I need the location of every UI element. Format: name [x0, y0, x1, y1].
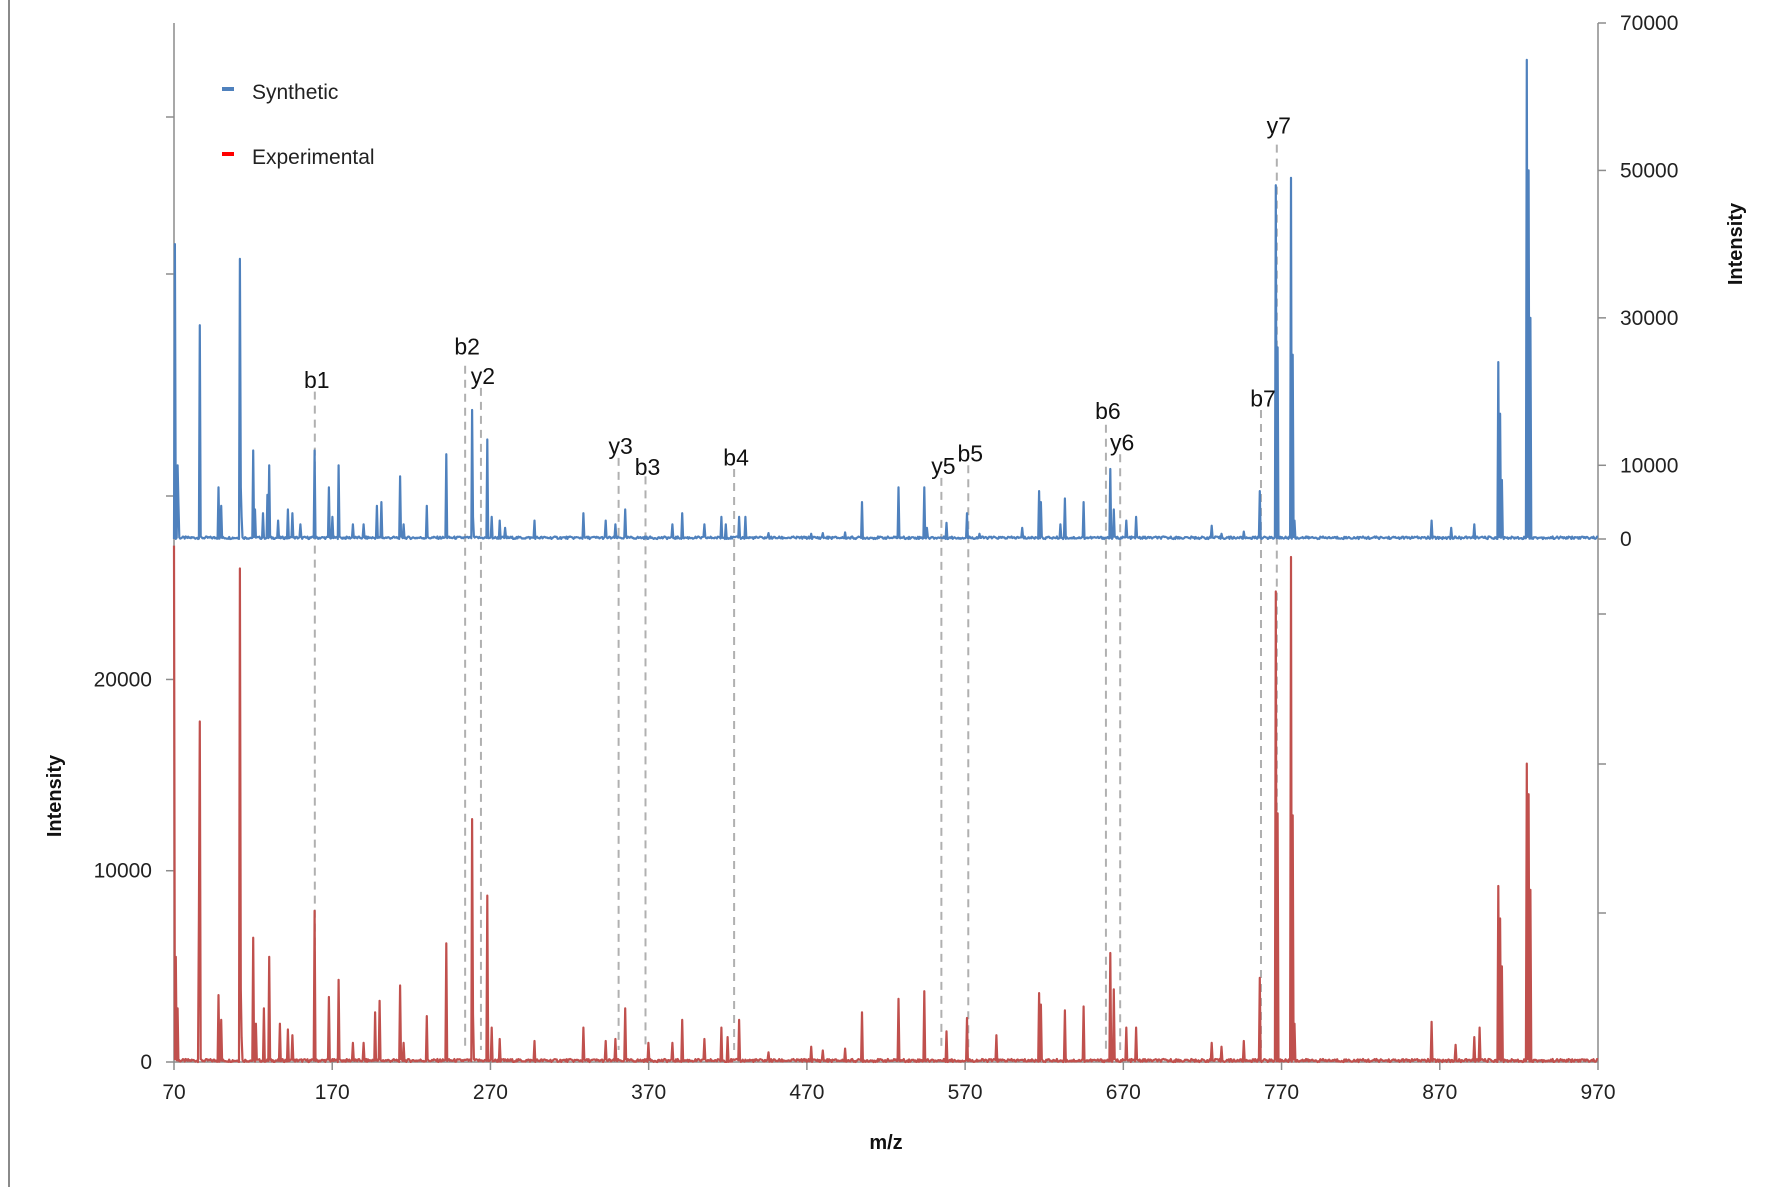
ion-label-y6: y6 [1110, 430, 1134, 456]
synthetic-spectrum-line [172, 58, 1599, 541]
ion-label-y7: y7 [1267, 113, 1291, 139]
y-right-tick-label: 70000 [1620, 12, 1678, 35]
y-axis-right-title: Intensity [1725, 202, 1747, 285]
x-tick-label: 870 [1422, 1081, 1457, 1104]
x-tick-label: 370 [631, 1081, 666, 1104]
legend: Synthetic Experimental [222, 81, 375, 169]
legend-label-synthetic: Synthetic [252, 81, 338, 104]
legend-label-experimental: Experimental [252, 146, 375, 169]
x-axis-title: m/z [869, 1132, 902, 1154]
x-tick-label: 670 [1106, 1081, 1141, 1104]
x-tick-label: 570 [948, 1081, 983, 1104]
x-tick-label: 770 [1264, 1081, 1299, 1104]
page-edge-line [8, 0, 10, 1187]
annotation-guides [313, 144, 1278, 1050]
ion-label-y5: y5 [931, 453, 955, 479]
ion-label-b3: b3 [635, 454, 661, 480]
ion-label-b5: b5 [957, 441, 983, 467]
y-right-tick-label: 50000 [1620, 159, 1678, 182]
ion-label-y3: y3 [608, 433, 632, 459]
legend-swatch-experimental [222, 152, 234, 156]
ion-label-b7: b7 [1250, 385, 1276, 411]
x-tick-label: 470 [789, 1081, 824, 1104]
y-left-tick-label: 10000 [94, 860, 152, 883]
ion-label-b2: b2 [454, 334, 480, 360]
ion-label-b6: b6 [1095, 398, 1121, 424]
legend-swatch-synthetic [222, 87, 234, 91]
experimental-spectrum-line [172, 545, 1599, 1064]
y-right-tick-label: 30000 [1620, 307, 1678, 330]
ion-label-b4: b4 [723, 444, 749, 470]
y-right-tick-label: 10000 [1620, 454, 1678, 477]
y-right-tick-label: 0 [1620, 528, 1632, 551]
x-tick-label: 970 [1580, 1081, 1615, 1104]
axes-layer: 70 170 270 370 470 570 670 770 870 970 0 10000 20000… [94, 12, 1679, 1104]
x-tick-label: 270 [473, 1081, 508, 1104]
ion-label-b1: b1 [304, 367, 330, 393]
y-left-tick-label: 0 [140, 1051, 152, 1074]
y-left-tick-label: 20000 [94, 668, 152, 691]
y-axis-left-title: Intensity [44, 754, 66, 837]
x-tick-label: 70 [162, 1081, 185, 1104]
ion-label-y2: y2 [471, 363, 495, 389]
x-tick-label: 170 [315, 1081, 350, 1104]
